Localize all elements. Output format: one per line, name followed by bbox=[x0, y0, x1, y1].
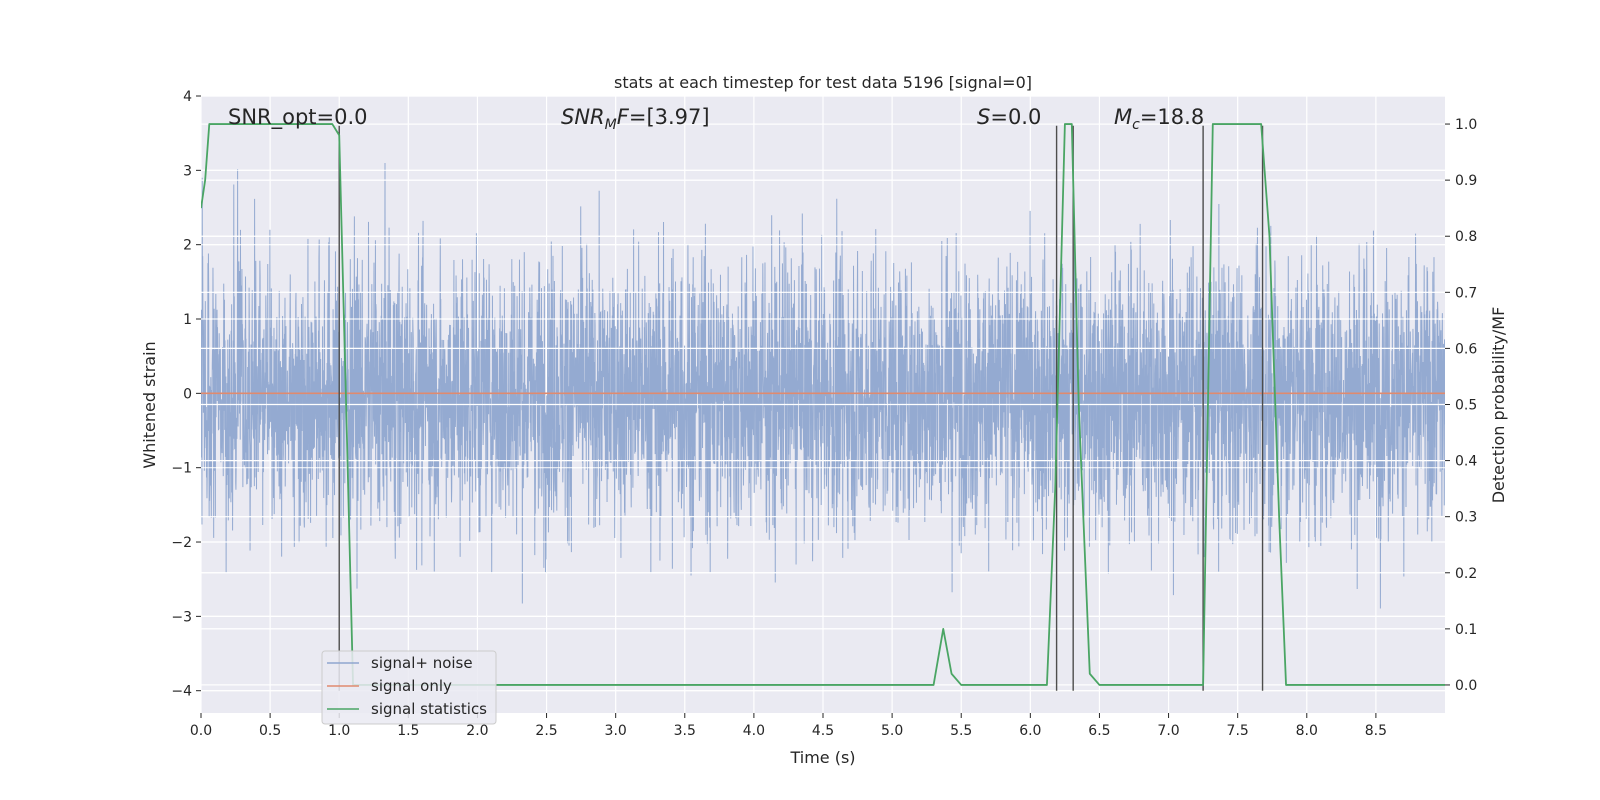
chart-title: stats at each timestep for test data 519… bbox=[614, 73, 1032, 92]
x-tick-label: 2.0 bbox=[466, 723, 488, 739]
x-tick-label: 6.5 bbox=[1088, 723, 1110, 739]
y-tick-label: −2 bbox=[171, 535, 192, 551]
y2-tick-label: 0.0 bbox=[1455, 678, 1477, 694]
legend-label-signal-noise: signal+ noise bbox=[371, 654, 473, 672]
x-tick-label: 2.5 bbox=[535, 723, 557, 739]
y-tick-label: 2 bbox=[183, 238, 192, 254]
axis-ticks: 0.0 0.5 1.0 1.5 2.0 2.5 3.0 3.5 4.0 4.5 5.0 5.5 6.0 6… bbox=[171, 89, 1477, 739]
legend: signal+ noise signal only signal statist… bbox=[321, 650, 497, 725]
x-tick-label: 3.0 bbox=[605, 723, 627, 739]
legend-label-signal-statistics: signal statistics bbox=[371, 700, 487, 718]
y2-tick-label: 0.2 bbox=[1455, 566, 1477, 582]
x-tick-label: 4.0 bbox=[743, 723, 765, 739]
annotation-s-value: =0.0 bbox=[990, 105, 1041, 129]
x-tick-label: 6.0 bbox=[1019, 723, 1041, 739]
y2-axis-label: Detection probability/MF bbox=[1489, 307, 1508, 504]
y2-tick-label: 0.4 bbox=[1455, 454, 1477, 470]
series-signal-noise bbox=[201, 162, 1445, 609]
x-tick-label: 1.0 bbox=[328, 723, 350, 739]
y-tick-label: 1 bbox=[183, 312, 192, 328]
x-tick-label: 4.5 bbox=[812, 723, 834, 739]
y2-tick-label: 1.0 bbox=[1455, 117, 1477, 133]
x-tick-label: 7.5 bbox=[1227, 723, 1249, 739]
legend-box bbox=[321, 650, 497, 725]
y2-tick-label: 0.8 bbox=[1455, 229, 1477, 245]
y-axis-label: Whitened strain bbox=[140, 341, 159, 468]
y-tick-label: 4 bbox=[183, 89, 192, 105]
legend-label-signal-only: signal only bbox=[371, 677, 452, 695]
x-tick-label: 7.0 bbox=[1157, 723, 1179, 739]
annotation-mc-value: =18.8 bbox=[1140, 105, 1204, 129]
y-tick-label: 0 bbox=[183, 386, 192, 402]
y-tick-label: −4 bbox=[171, 684, 192, 700]
series-signal-statistics bbox=[201, 123, 1445, 686]
y2-tick-label: 0.7 bbox=[1455, 285, 1477, 301]
x-tick-label: 0.5 bbox=[259, 723, 281, 739]
y2-tick-label: 0.9 bbox=[1455, 173, 1477, 189]
annotation-mc: Mc=18.8 bbox=[1114, 105, 1204, 133]
y2-tick-label: 0.6 bbox=[1455, 341, 1477, 357]
y2-tick-label: 0.1 bbox=[1455, 622, 1477, 638]
y-tick-label: −1 bbox=[171, 461, 192, 477]
y2-tick-label: 0.3 bbox=[1455, 510, 1477, 526]
x-tick-label: 8.0 bbox=[1296, 723, 1318, 739]
y-tick-label: −3 bbox=[171, 609, 192, 625]
x-tick-label: 3.5 bbox=[674, 723, 696, 739]
x-tick-label: 1.5 bbox=[397, 723, 419, 739]
x-axis-label: Time (s) bbox=[789, 748, 855, 767]
annotation-snr-mf: SNRMF=[3.97] bbox=[561, 105, 710, 133]
y2-tick-label: 0.5 bbox=[1455, 398, 1477, 414]
x-tick-label: 5.0 bbox=[881, 723, 903, 739]
annotation-snr-opt: SNR_opt=0.0 bbox=[228, 105, 368, 130]
x-tick-label: 8.5 bbox=[1365, 723, 1387, 739]
annotation-s: S=0.0 bbox=[977, 105, 1041, 129]
y-tick-label: 3 bbox=[183, 163, 192, 179]
x-tick-label: 5.5 bbox=[950, 723, 972, 739]
x-tick-label: 0.0 bbox=[190, 723, 212, 739]
annotation-snr-mf-value: [3.97] bbox=[646, 105, 709, 129]
